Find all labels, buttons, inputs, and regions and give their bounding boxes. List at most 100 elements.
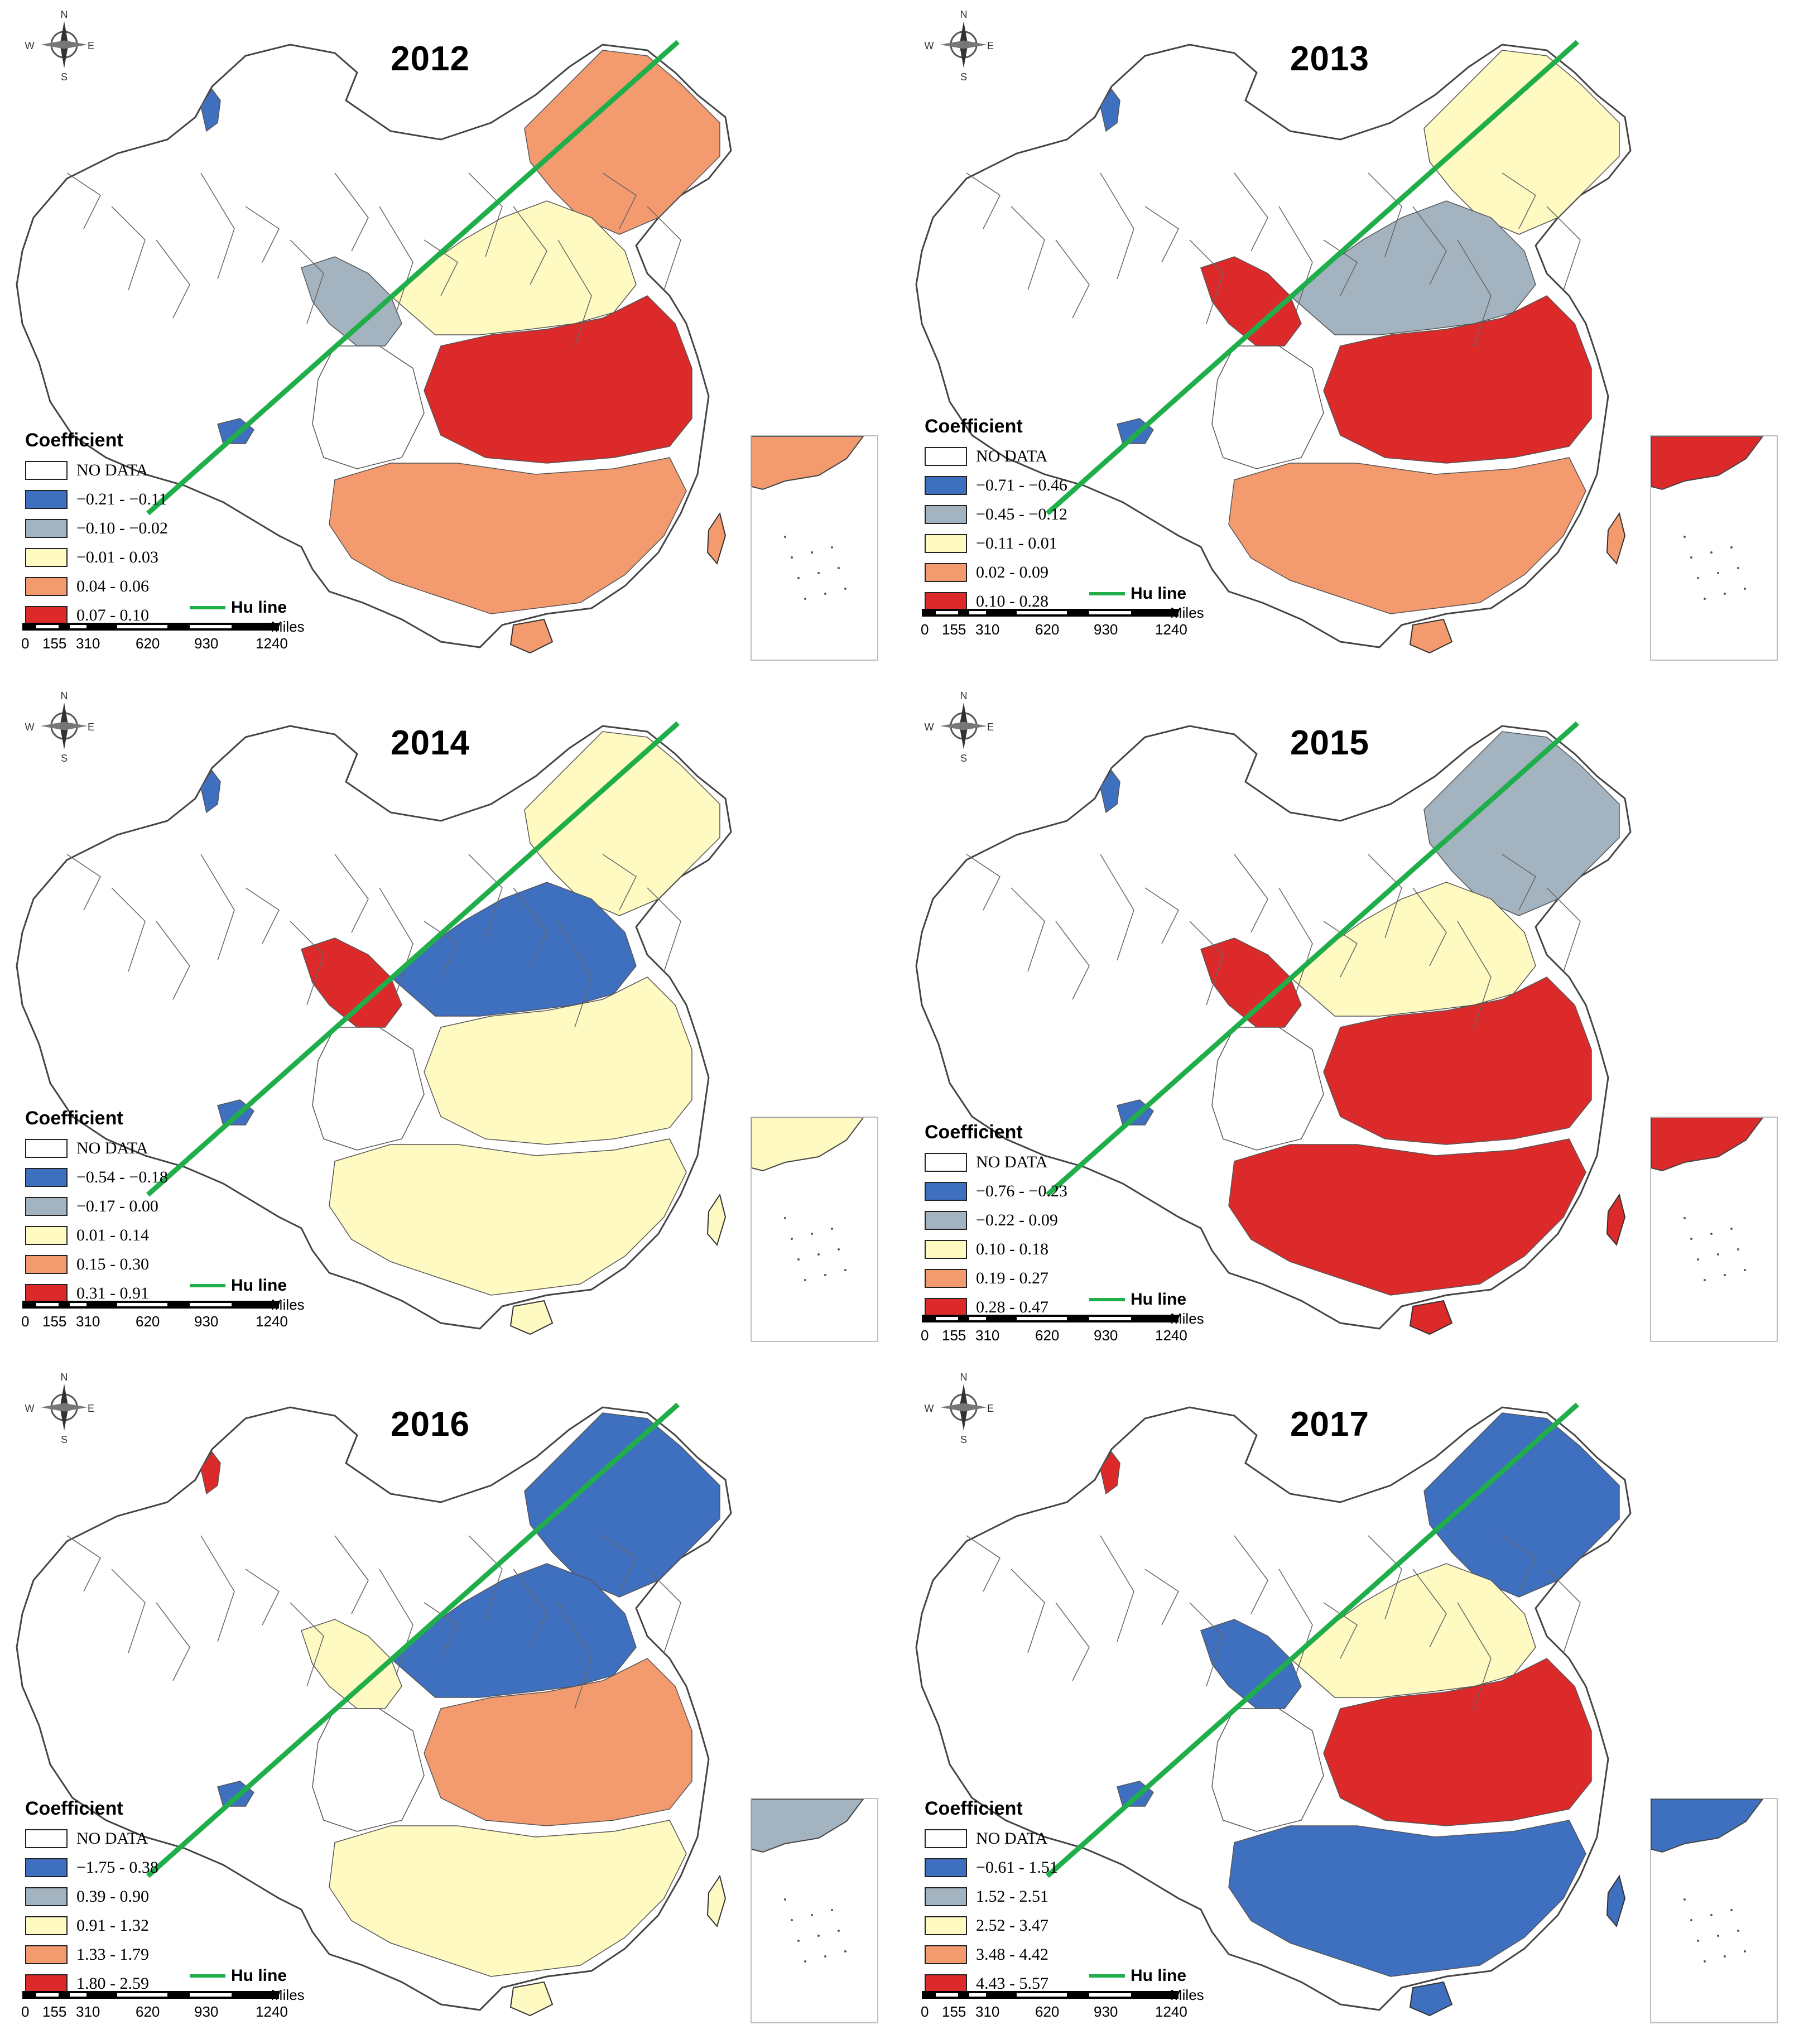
province-boundary [1234, 854, 1268, 933]
hu-line [1046, 1402, 1579, 1878]
island-dot [831, 1909, 833, 1911]
legend-label: 0.10 - 0.18 [976, 1240, 1048, 1258]
region-cen [1323, 295, 1592, 464]
region-nc [389, 1563, 637, 1698]
province-boundary [1323, 921, 1358, 978]
region-nc [389, 882, 637, 1017]
region-hex [1100, 88, 1120, 132]
island-dot [844, 1950, 846, 1952]
region-cen [424, 977, 692, 1145]
region-nc [389, 200, 637, 335]
island-dot [1724, 1274, 1726, 1276]
choropleth-map: N S W E [915, 690, 1632, 1335]
compass-icon: N S W E [25, 9, 95, 83]
scale-ticks: 0 155 310 620 930 1240 [921, 1327, 1189, 1344]
hu-line-swatch [1089, 1974, 1125, 1978]
hu-line-legend: Hu line [1089, 584, 1186, 603]
province-boundary [647, 206, 681, 291]
legend-swatch [925, 1858, 967, 1877]
region-west [1211, 1708, 1324, 1832]
island-dot [784, 1217, 786, 1219]
province-boundary [1144, 206, 1179, 263]
province-boundary [557, 1602, 592, 1709]
region-west [312, 1027, 425, 1151]
legend-label: 1.52 - 2.51 [976, 1887, 1048, 1906]
province-boundary [334, 1535, 369, 1614]
legend-row-no-data: NO DATA [25, 1824, 158, 1853]
province-boundary [1368, 1535, 1402, 1620]
island-dot [1683, 536, 1686, 538]
legend-title: Coefficient [925, 1798, 1023, 1819]
province-boundary [111, 1569, 146, 1653]
province-boundary [290, 239, 324, 324]
scale-tick-label: 1240 [1155, 2003, 1187, 2020]
legend-row-class-1: −1.75 - 0.38 [25, 1853, 158, 1882]
scale-tick-label: 310 [975, 1327, 1000, 1344]
island-dot [1690, 1919, 1692, 1921]
island-dot [817, 572, 820, 574]
island-dot [824, 1274, 826, 1276]
choropleth-map: N S W E [915, 1372, 1632, 2017]
scale-tick-label: 0 [21, 1313, 30, 1330]
island-dot [1744, 1950, 1746, 1952]
legend-row-no-data: NO DATA [25, 1134, 168, 1163]
legend-label: 0.19 - 0.27 [976, 1269, 1048, 1287]
island-dot [1710, 1914, 1713, 1916]
taiwan-region [706, 1874, 727, 1928]
compass-letter: N [61, 9, 68, 20]
legend: Coefficient NO DATA −1.75 - 0.38 0.39 - 0.9… [25, 1798, 158, 1998]
scale-tick-label: 930 [194, 635, 219, 652]
scale-units-label: Miles [1170, 1987, 1204, 2003]
hu-line-legend: Hu line [190, 1276, 287, 1295]
island-dot [804, 1960, 806, 1963]
legend-row-class-5: 0.07 - 0.10 [25, 601, 168, 630]
taiwan-region [1606, 1193, 1626, 1247]
legend-row-class-4: 0.04 - 0.06 [25, 572, 168, 601]
region-south [1228, 457, 1586, 614]
compass-letter: S [960, 1434, 967, 1445]
south-china-sea-inset [751, 1117, 878, 1342]
region-hex [200, 769, 221, 814]
province-boundary [1502, 172, 1536, 229]
island-dot [824, 1955, 826, 1958]
province-boundary [379, 206, 413, 313]
legend-swatch [925, 534, 967, 553]
legend-swatch [25, 1255, 68, 1274]
scale-bar [22, 623, 279, 631]
province-boundary [468, 1535, 503, 1620]
map-panel-2015: N S W E 2015 Coefficient NO DATA −0.76 - −0.23 −… [900, 681, 1799, 1363]
province-boundary [200, 172, 235, 280]
hu-line-label: Hu line [1131, 1290, 1187, 1309]
compass-letter: S [61, 1434, 68, 1445]
legend-row-class-2: −0.10 - −0.02 [25, 514, 168, 543]
region-hex [200, 88, 221, 132]
legend-label: NO DATA [76, 1139, 148, 1157]
south-china-sea-inset [751, 435, 878, 661]
legend-title: Coefficient [25, 430, 123, 451]
province-boundary [1100, 854, 1134, 961]
legend-swatch [925, 1916, 967, 1935]
legend-row-class-3: 2.52 - 3.47 [925, 1911, 1058, 1940]
compass-letter: S [960, 71, 967, 83]
choropleth-map: N S W E [915, 9, 1632, 654]
island-dot [784, 1898, 786, 1901]
region-cen [424, 1658, 692, 1826]
region-south [329, 1138, 687, 1296]
island-dot [811, 1233, 813, 1235]
province-boundary [156, 921, 190, 1000]
scale-bar [922, 1991, 1179, 1999]
choropleth-map: N S W E [16, 9, 732, 654]
island-dot [1704, 598, 1706, 600]
hu-line-swatch [190, 1284, 225, 1287]
choropleth-map: N S W E [16, 1372, 732, 2017]
compass-icon: N S W E [25, 690, 95, 764]
inset-coast [752, 1118, 864, 1172]
legend-label: −0.76 - −0.23 [976, 1182, 1067, 1200]
scale-tick-label: 155 [942, 621, 966, 638]
scale-ticks: 0 155 310 620 930 1240 [21, 2003, 289, 2020]
region-nc [1289, 1563, 1536, 1698]
island-dot [1730, 546, 1733, 549]
compass-icon: N S W E [925, 1372, 994, 1445]
island-dot [1724, 593, 1726, 595]
island-dot [1737, 1248, 1739, 1251]
